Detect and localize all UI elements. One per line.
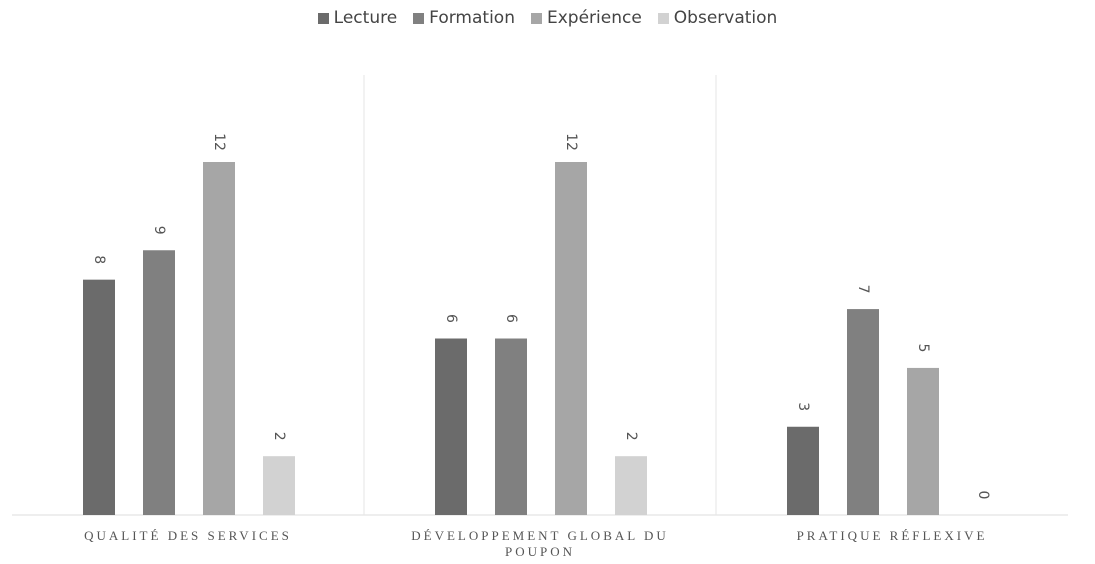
legend-swatch — [657, 12, 669, 24]
legend-label: Lecture — [333, 8, 398, 28]
legend-item: Formation — [413, 8, 515, 28]
legend-swatch — [317, 12, 329, 24]
data-label: 3 — [795, 402, 811, 411]
legend-swatch — [413, 12, 425, 24]
data-label: 6 — [443, 314, 459, 323]
bar — [555, 162, 587, 515]
bar — [203, 162, 235, 515]
x-tick-label: QUALITÉ DES SERVICES — [84, 528, 292, 543]
legend-item: Expérience — [530, 8, 642, 28]
data-label: 8 — [91, 255, 107, 264]
bar — [847, 309, 879, 515]
bar — [263, 456, 295, 515]
data-label: 12 — [563, 133, 579, 151]
data-label: 6 — [503, 314, 519, 323]
bar — [495, 338, 527, 515]
legend-item: Lecture — [317, 8, 398, 28]
data-label: 2 — [623, 432, 639, 441]
bar — [907, 367, 939, 515]
data-label: 7 — [855, 285, 871, 294]
data-label: 0 — [975, 491, 991, 500]
data-label: 5 — [915, 343, 931, 352]
data-label: 12 — [211, 133, 227, 151]
bar — [435, 338, 467, 515]
data-label: 2 — [271, 432, 287, 441]
legend-item: Observation — [657, 8, 778, 28]
legend-label: Expérience — [546, 8, 642, 28]
bar — [787, 426, 819, 515]
legend: Lecture Formation Expérience Observation — [0, 8, 1095, 28]
legend-swatch — [530, 12, 542, 24]
bar — [83, 279, 115, 515]
x-tick-label: DÉVELOPPEMENT GLOBAL DU POUPON — [411, 528, 669, 559]
x-tick-label: PRATIQUE RÉFLEXIVE — [796, 528, 988, 543]
legend-label: Observation — [673, 8, 778, 28]
bar — [143, 250, 175, 515]
data-label: 9 — [151, 226, 167, 235]
bar — [615, 456, 647, 515]
legend-label: Formation — [429, 8, 515, 28]
